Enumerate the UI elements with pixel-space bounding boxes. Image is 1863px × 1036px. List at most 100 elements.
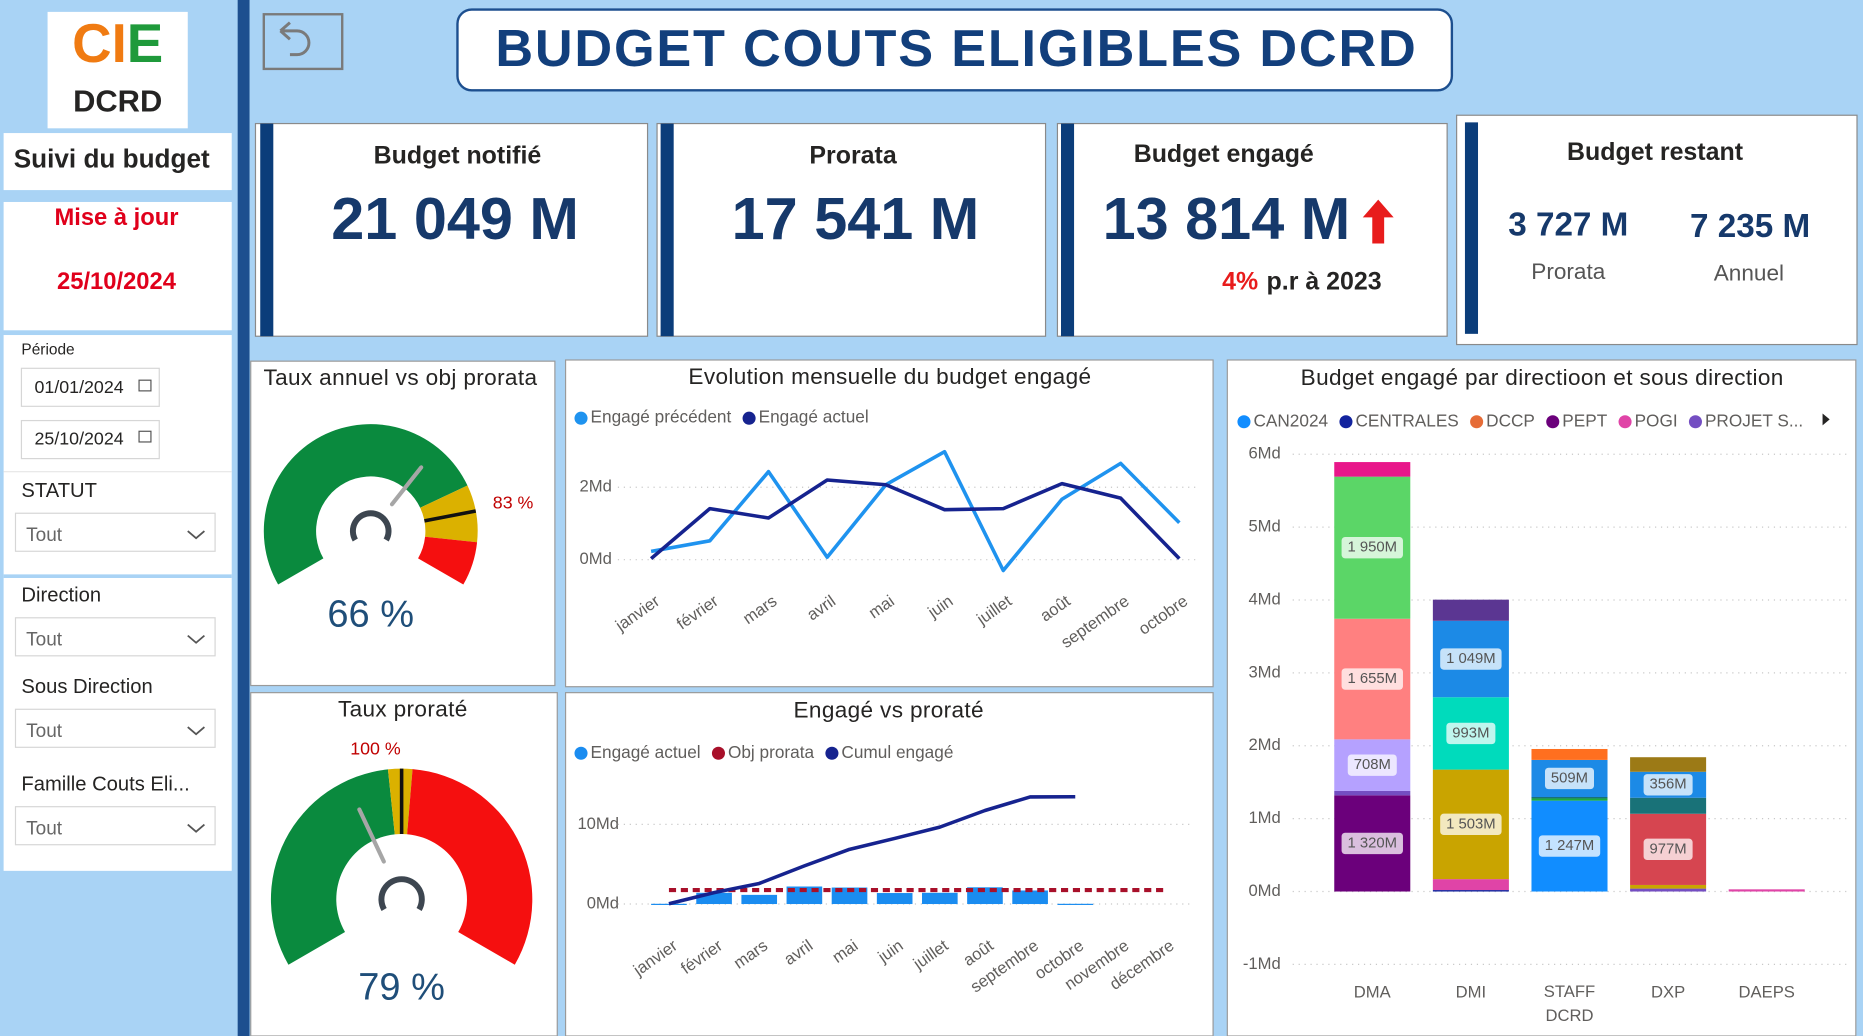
bar-segment bbox=[1630, 797, 1707, 814]
y-tick-label: 4Md bbox=[1248, 589, 1280, 608]
kpi-stripe bbox=[1061, 123, 1075, 337]
data-label-bg bbox=[1341, 537, 1403, 559]
date-input[interactable] bbox=[20, 419, 160, 460]
data-label: 356M bbox=[1650, 777, 1687, 793]
chevron[interactable] bbox=[187, 530, 205, 540]
y-tick-label: -1Md bbox=[1243, 954, 1281, 973]
chart-title: Budget engagé par directioon et sous dir… bbox=[1301, 365, 1784, 390]
chevron[interactable] bbox=[187, 634, 205, 644]
y-tick-label: 10Md bbox=[577, 814, 619, 833]
kpi-stripe bbox=[260, 123, 274, 337]
panel bbox=[564, 692, 1214, 1036]
x-tick-label: DAEPS bbox=[1739, 983, 1795, 1002]
dropdown-value[interactable]: Tout bbox=[26, 525, 63, 546]
data-label-bg bbox=[1643, 838, 1693, 861]
kpi-label: Budget engagé bbox=[1134, 140, 1314, 168]
dropdown-value[interactable]: Tout bbox=[26, 721, 63, 742]
kpi-stripe bbox=[660, 123, 674, 337]
update-date: 25/10/2024 bbox=[57, 268, 177, 295]
data-label: 509M bbox=[1551, 770, 1588, 786]
dropdown[interactable] bbox=[14, 708, 216, 748]
bar-segment bbox=[1334, 790, 1411, 796]
kpi-value: 21 049 M bbox=[331, 185, 579, 252]
bar-segment bbox=[1728, 889, 1805, 892]
kpi-stripe bbox=[1464, 122, 1479, 334]
bar bbox=[1012, 890, 1048, 905]
kpi-card bbox=[656, 122, 1047, 337]
data-label: 1 503M bbox=[1446, 816, 1496, 832]
bar-segment bbox=[1630, 888, 1707, 892]
kpi-value: 13 814 M bbox=[1103, 185, 1351, 252]
filter-label: Sous Direction bbox=[21, 676, 152, 698]
calendar-icon[interactable] bbox=[138, 430, 152, 443]
legend-label: PEPT bbox=[1562, 410, 1607, 430]
gauge-value: 79 % bbox=[358, 967, 445, 1009]
gauge-target-label: 83 % bbox=[493, 493, 534, 513]
dropdown-value[interactable]: Tout bbox=[26, 818, 63, 839]
filter-label: STATUT bbox=[21, 480, 97, 502]
bar-segment bbox=[1531, 797, 1608, 799]
unit: DCRD bbox=[73, 84, 162, 119]
x-tick-label: STAFF DCRD bbox=[1544, 983, 1595, 1026]
gauge-band bbox=[263, 424, 468, 585]
period-label: Période bbox=[21, 342, 74, 359]
gauge-band bbox=[420, 485, 478, 543]
series-line bbox=[650, 449, 1181, 573]
legend-marker bbox=[1470, 415, 1484, 429]
bar bbox=[876, 893, 913, 905]
legend-label: CAN2024 bbox=[1253, 410, 1328, 430]
legend-label: Obj prorata bbox=[728, 742, 815, 762]
data-label: 1 247M bbox=[1545, 838, 1595, 854]
legend-marker bbox=[1237, 415, 1251, 429]
y-tick-label: 2Md bbox=[1248, 735, 1280, 754]
legend-label: Engagé actuel bbox=[759, 407, 869, 427]
legend-scroll[interactable] bbox=[1822, 413, 1830, 426]
y-tick-label: 5Md bbox=[1248, 517, 1280, 536]
dropdown-value[interactable]: Tout bbox=[26, 629, 63, 650]
y-tick-label: 3Md bbox=[1248, 662, 1280, 681]
legend-marker bbox=[825, 746, 839, 760]
bar-segment bbox=[1432, 890, 1509, 892]
legend-label: CENTRALES bbox=[1355, 410, 1458, 430]
data-label-bg bbox=[1341, 668, 1403, 690]
legend-label: POGI bbox=[1635, 410, 1678, 430]
panel bbox=[564, 359, 1214, 688]
legend-label: Cumul engagé bbox=[841, 742, 953, 762]
bar-segment bbox=[1630, 884, 1707, 889]
y-tick-label: 6Md bbox=[1248, 444, 1280, 463]
filter-label: Famille Couts Eli... bbox=[21, 774, 189, 796]
data-label-bg bbox=[1538, 835, 1601, 857]
x-tick-label: DMA bbox=[1354, 983, 1392, 1002]
update-box bbox=[3, 201, 232, 331]
bar bbox=[1057, 903, 1094, 905]
title-box bbox=[456, 8, 1454, 92]
data-label-bg bbox=[1544, 767, 1595, 790]
kpi-cards: Budget notifié 21 049 M Prorata 17 541 M… bbox=[254, 114, 1858, 346]
bar-segment bbox=[1432, 599, 1509, 621]
period-start[interactable]: 01/01/2024 bbox=[35, 377, 124, 397]
dropdown[interactable] bbox=[14, 806, 216, 846]
logo-box bbox=[47, 11, 188, 129]
legend-marker bbox=[574, 411, 588, 425]
chevron[interactable] bbox=[187, 726, 205, 736]
data-label: 1 320M bbox=[1348, 835, 1398, 851]
data-label: 977M bbox=[1650, 841, 1687, 857]
back-button[interactable] bbox=[262, 13, 344, 71]
calendar-icon[interactable] bbox=[138, 379, 152, 392]
back-icon[interactable] bbox=[279, 21, 311, 57]
legend-marker bbox=[574, 746, 588, 760]
y-tick-label: 1Md bbox=[1248, 808, 1280, 827]
chevron[interactable] bbox=[187, 823, 205, 833]
date-input[interactable] bbox=[20, 367, 160, 407]
period-end[interactable]: 25/10/2024 bbox=[35, 428, 124, 448]
dropdown[interactable] bbox=[14, 512, 216, 552]
dropdown[interactable] bbox=[14, 617, 216, 657]
gauge-needle bbox=[357, 807, 386, 864]
legend-marker bbox=[1688, 415, 1702, 429]
legend-marker bbox=[711, 746, 725, 760]
gauge-value: 66 % bbox=[327, 594, 414, 636]
logo: CIE bbox=[72, 13, 163, 74]
